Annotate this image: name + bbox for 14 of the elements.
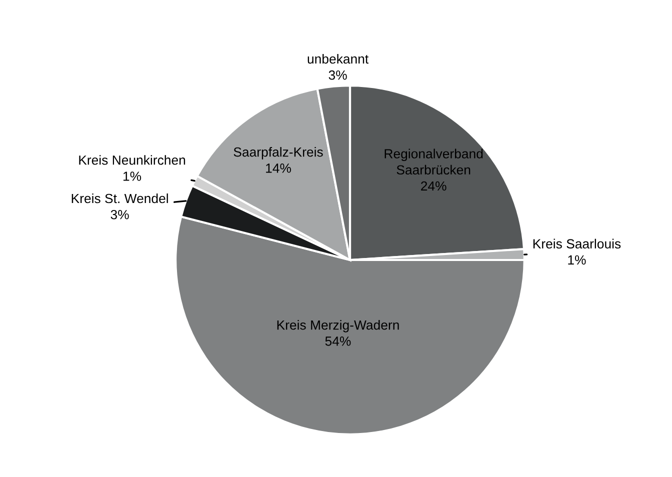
data-label: 54% xyxy=(325,336,351,346)
slice-label: Saarpfalz-Kreis xyxy=(234,147,323,160)
data-label: 14% xyxy=(266,164,291,173)
slice-label: unbekannt xyxy=(308,54,369,64)
slice-label: Kreis St. Wendel xyxy=(72,193,168,204)
data-label: 1% xyxy=(123,172,142,181)
data-label: 3% xyxy=(110,210,129,220)
slice-label: Kreis Merzig-Wadern xyxy=(277,320,399,332)
slice-label: Regionalverband Saarbrücken xyxy=(384,148,483,175)
data-label: 1% xyxy=(568,255,586,265)
slice-label: Kreis Saarlouis xyxy=(533,238,621,249)
data-label: 24% xyxy=(421,181,446,191)
slice-label: Kreis Neunkirchen xyxy=(79,155,186,165)
data-label: 3% xyxy=(328,70,347,80)
